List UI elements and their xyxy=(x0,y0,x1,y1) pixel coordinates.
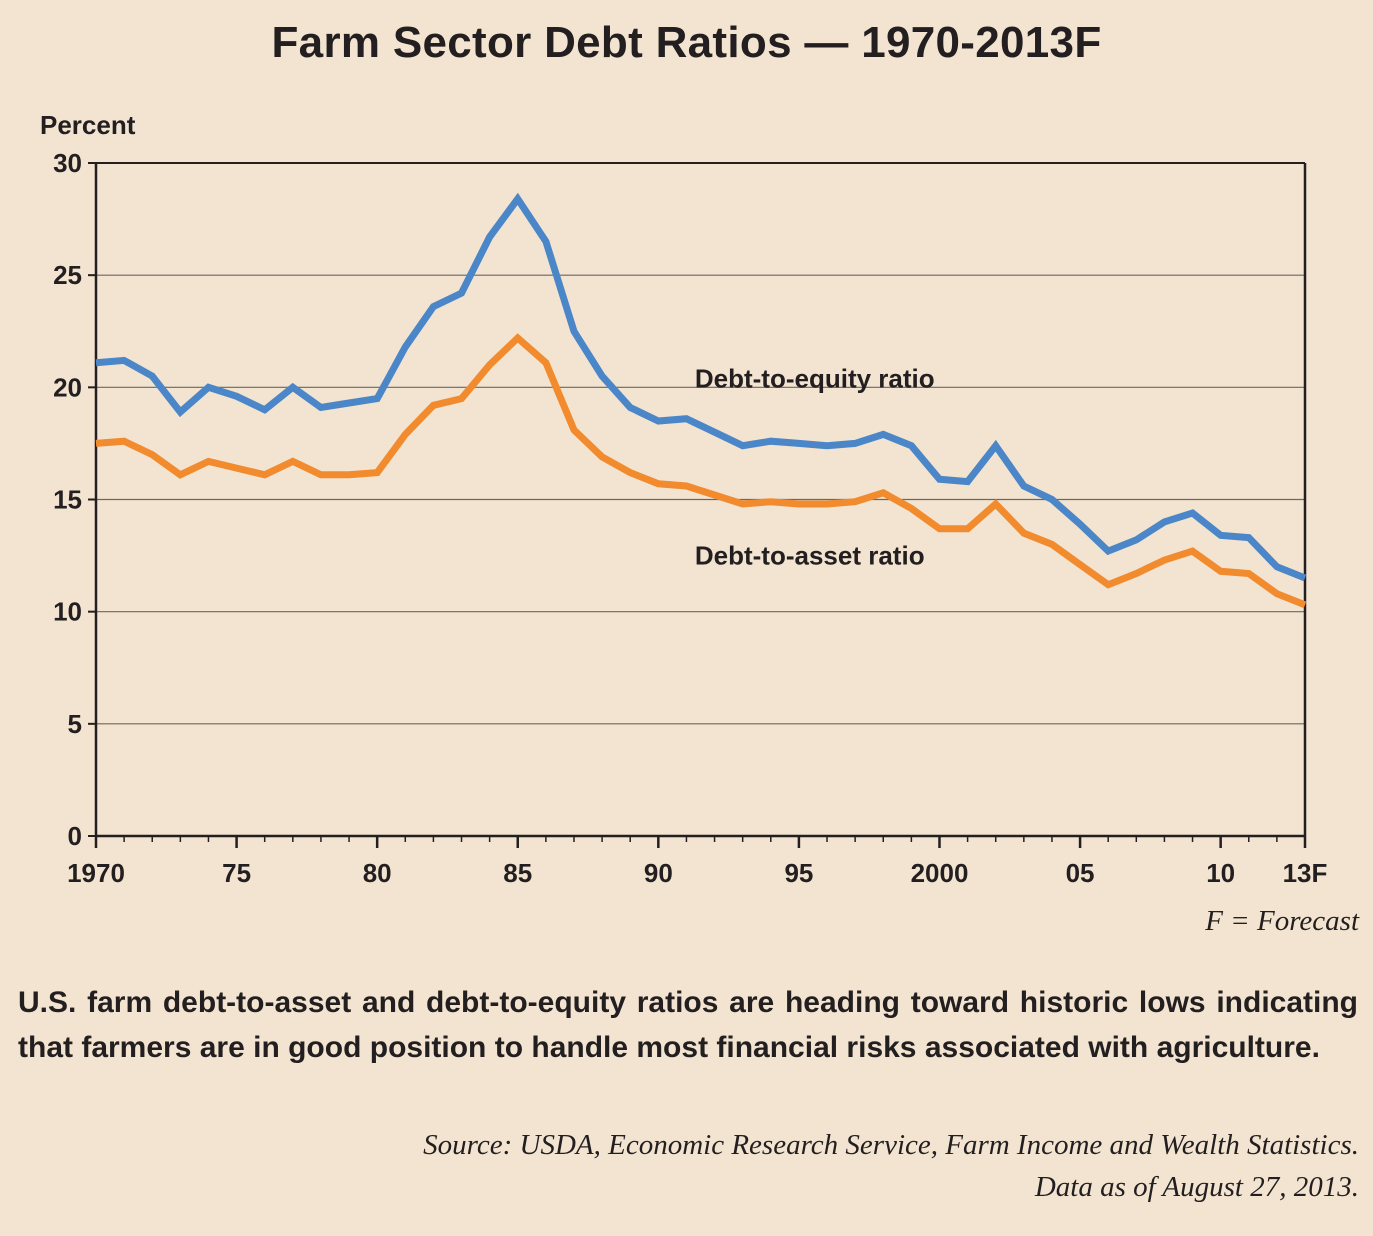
source-line-2: Data as of August 27, 2013. xyxy=(1034,1171,1359,1203)
gridlines xyxy=(88,162,1305,725)
y-tick-label-0: 0 xyxy=(68,821,82,851)
series-lines xyxy=(95,192,1307,609)
debt-to-asset-label: Debt-to-asset ratio xyxy=(695,541,925,571)
x-tick-label-13F: 13F xyxy=(1283,858,1328,888)
x-tick-label-05: 05 xyxy=(1066,858,1095,888)
series-annotations: Debt-to-equity ratio Debt-to-asset ratio xyxy=(695,363,935,570)
source-line-1: Source: USDA, Economic Research Service,… xyxy=(423,1129,1359,1161)
forecast-note: F = Forecast xyxy=(1205,905,1359,937)
y-tick-label-30: 30 xyxy=(53,148,82,178)
x-tick-label-10: 10 xyxy=(1206,858,1235,888)
debt-to-asset-line xyxy=(95,333,1307,609)
debt-to-equity-line xyxy=(95,192,1307,582)
x-tick-label-1970: 1970 xyxy=(67,858,125,888)
y-tick-label-15: 15 xyxy=(53,485,82,515)
x-tick-label-80: 80 xyxy=(363,858,392,888)
debt-to-equity-label: Debt-to-equity ratio xyxy=(695,363,935,393)
x-tick-label-90: 90 xyxy=(644,858,673,888)
y-axis-label: Percent xyxy=(40,110,136,140)
y-tick-label-25: 25 xyxy=(53,260,82,290)
y-tick-label-20: 20 xyxy=(53,372,82,402)
chart-caption: U.S. farm debt-to-asset and debt-to-equi… xyxy=(18,986,1358,1064)
x-tick-label-85: 85 xyxy=(503,858,532,888)
source-note: Source: USDA, Economic Research Service,… xyxy=(423,1124,1359,1208)
x-tick-label-75: 75 xyxy=(222,858,251,888)
y-tick-label-10: 10 xyxy=(53,597,82,627)
chart-title: Farm Sector Debt Ratios — 1970-2013F xyxy=(271,18,1102,67)
x-tick-label-2000: 2000 xyxy=(911,858,969,888)
y-tick-label-5: 5 xyxy=(68,709,82,739)
x-tick-label-95: 95 xyxy=(784,858,813,888)
